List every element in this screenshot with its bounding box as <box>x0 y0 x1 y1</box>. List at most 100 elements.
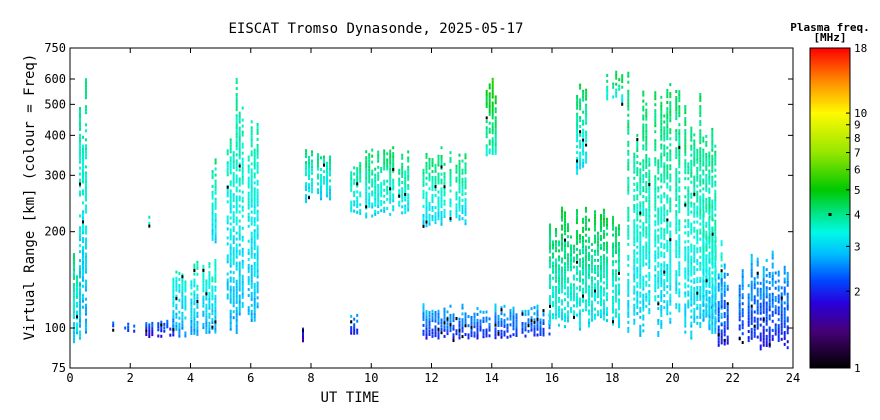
echo-cell <box>515 313 518 317</box>
echo-cell <box>576 171 579 175</box>
echo-cell <box>184 295 187 299</box>
echo-cell <box>320 197 322 201</box>
echo-cell <box>172 277 175 281</box>
trace-point <box>648 183 651 186</box>
echo-cell <box>157 322 160 326</box>
echo-cell <box>561 302 563 306</box>
echo-cell <box>127 322 130 326</box>
echo-cell <box>717 288 720 292</box>
trace-point <box>172 328 175 332</box>
echo-cell <box>627 281 630 285</box>
echo-cell <box>570 250 572 254</box>
echo-cell <box>654 286 657 290</box>
echo-cell <box>777 324 780 328</box>
echo-cell <box>437 199 440 203</box>
echo-cell <box>247 182 250 186</box>
echo-cell <box>654 274 657 278</box>
echo-cell <box>211 232 214 235</box>
echo-cell <box>211 214 214 218</box>
echo-cell <box>491 137 494 141</box>
echo-cell <box>235 198 238 202</box>
echo-cell <box>594 237 596 241</box>
echo-cell <box>606 256 608 260</box>
echo-cell <box>446 325 449 329</box>
echo-cell <box>241 283 244 287</box>
echo-cell <box>585 233 587 237</box>
echo-cell <box>253 244 256 248</box>
echo-cell <box>190 332 193 335</box>
echo-cell <box>696 220 699 224</box>
echo-cell <box>302 327 304 331</box>
echo-cell <box>666 212 669 216</box>
echo-cell <box>723 266 726 270</box>
echo-cell <box>678 237 681 241</box>
echo-cell <box>693 139 696 143</box>
echo-cell <box>690 297 693 301</box>
echo-cell <box>488 112 491 116</box>
echo-cell <box>648 278 651 282</box>
echo-cell <box>356 199 359 203</box>
echo-cell <box>642 114 645 118</box>
echo-cell <box>208 286 211 289</box>
echo-cell <box>648 263 651 266</box>
echo-cell <box>762 325 765 329</box>
echo-cell <box>579 98 582 102</box>
echo-cell <box>555 304 557 308</box>
echo-cell <box>660 200 663 204</box>
echo-cell <box>615 226 617 230</box>
echo-cell <box>636 143 639 146</box>
echo-cell <box>591 312 593 316</box>
echo-cell <box>311 187 313 191</box>
echo-cell <box>573 292 575 296</box>
echo-cell <box>762 296 765 299</box>
colorbar-band <box>810 170 850 173</box>
echo-cell <box>606 259 608 263</box>
echo-cell <box>636 227 639 231</box>
echo-cell <box>133 324 136 328</box>
echo-cell <box>645 229 648 233</box>
echo-cell <box>702 244 705 248</box>
echo-cell <box>582 257 584 261</box>
echo-cell <box>690 321 693 325</box>
echo-cell <box>241 145 244 149</box>
echo-cell <box>690 174 693 178</box>
echo-cell <box>738 293 741 297</box>
echo-cell <box>79 193 81 197</box>
echo-cell <box>666 303 669 307</box>
echo-cell <box>229 285 232 289</box>
echo-cell <box>440 216 443 220</box>
echo-cell <box>428 222 431 226</box>
colorbar-band <box>810 66 850 69</box>
echo-cell <box>702 261 705 265</box>
echo-cell <box>627 182 630 186</box>
echo-cell <box>250 252 253 256</box>
echo-cell <box>663 177 666 181</box>
echo-cell <box>705 155 708 159</box>
echo-cell <box>235 309 238 313</box>
echo-cell <box>693 247 696 251</box>
colorbar-band <box>810 60 850 63</box>
echo-cell <box>711 259 714 263</box>
echo-cell <box>555 228 557 231</box>
echo-cell <box>702 154 705 158</box>
echo-cell <box>253 256 256 259</box>
echo-cell <box>663 243 666 247</box>
echo-cell <box>675 225 678 229</box>
echo-cell <box>558 276 560 280</box>
echo-cell <box>530 307 533 311</box>
echo-cell <box>594 298 596 302</box>
echo-cell <box>407 193 410 197</box>
echo-cell <box>461 208 464 211</box>
echo-cell <box>305 161 307 165</box>
echo-cell <box>485 328 488 332</box>
echo-cell <box>494 315 497 319</box>
echo-cell <box>536 304 539 308</box>
echo-cell <box>714 159 717 163</box>
echo-cell <box>229 210 232 214</box>
echo-cell <box>765 328 768 332</box>
echo-cell <box>82 201 84 205</box>
echo-cell <box>196 296 199 300</box>
echo-cell <box>425 203 428 207</box>
echo-cell <box>777 330 780 334</box>
echo-cell <box>172 310 175 314</box>
